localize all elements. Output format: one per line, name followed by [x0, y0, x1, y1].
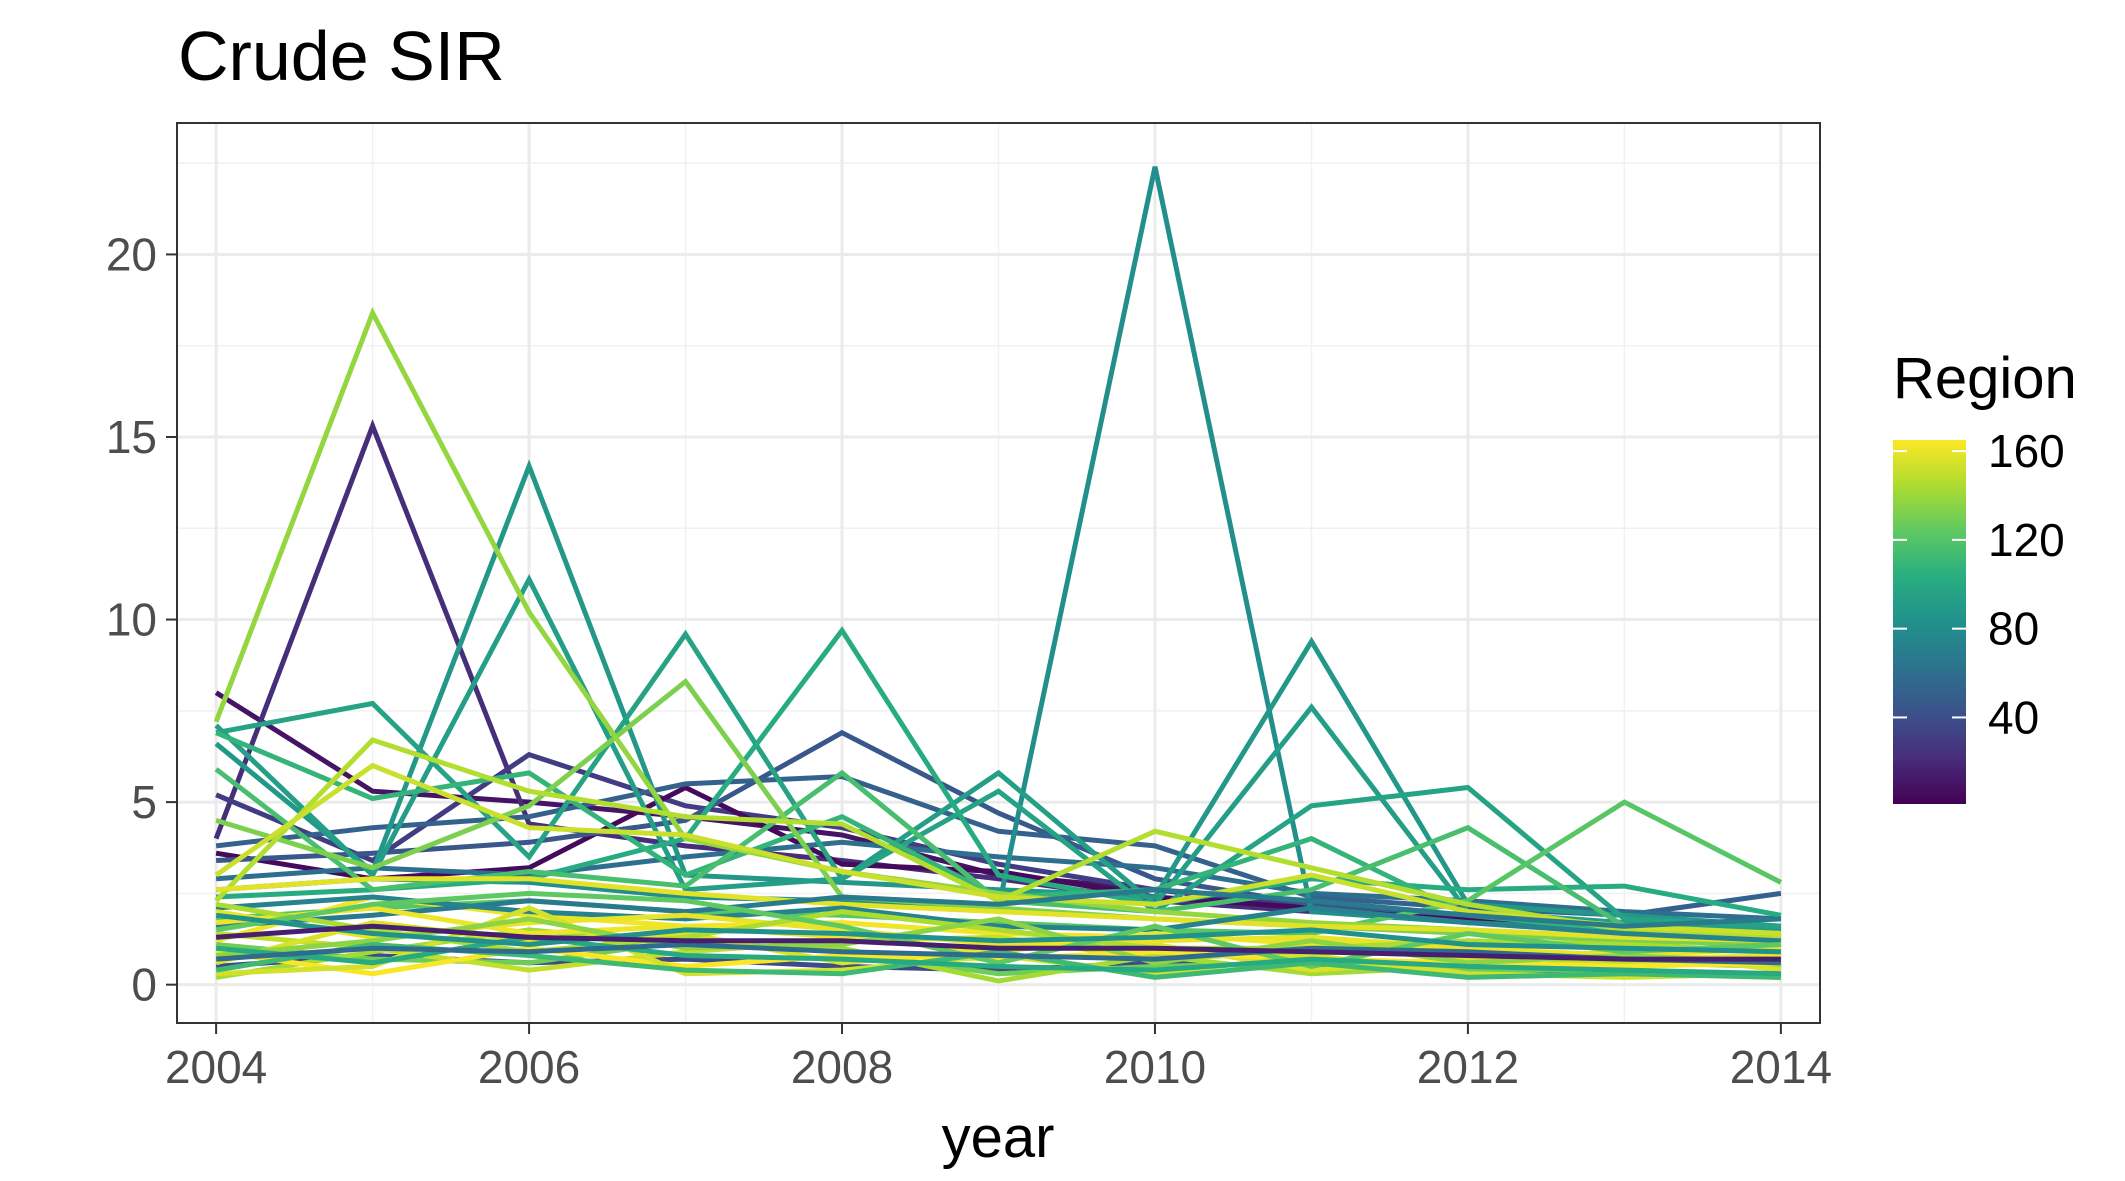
- series-line: [214, 459, 1782, 929]
- series-line: [215, 894, 1782, 944]
- legend-title: Region: [1893, 346, 2077, 411]
- x-tick-label: 2004: [165, 1041, 267, 1093]
- colorbar-tick-label: 160: [1988, 425, 2065, 477]
- series-line: [215, 839, 1782, 922]
- series-line: [215, 876, 1781, 944]
- x-tick-label: 2008: [791, 1041, 893, 1093]
- series-line: [215, 890, 1782, 969]
- y-tick-label: 0: [131, 959, 157, 1011]
- y-tick-label: 15: [106, 411, 157, 463]
- series-lines: [213, 166, 1783, 984]
- series-line: [215, 923, 1781, 962]
- x-tick-label: 2010: [1104, 1041, 1206, 1093]
- x-tick-label: 2014: [1730, 1041, 1832, 1093]
- x-tick-label: 2012: [1417, 1041, 1519, 1093]
- x-axis-title: year: [942, 1105, 1055, 1170]
- x-tick-label: 2006: [478, 1041, 580, 1093]
- colorbar-tick-label: 80: [1988, 603, 2039, 655]
- series-line: [214, 737, 1782, 940]
- y-tick-label: 5: [131, 776, 157, 828]
- series-line: [215, 626, 1782, 918]
- series-line: [215, 916, 1782, 966]
- series-line: [215, 934, 1781, 977]
- series-line: [215, 912, 1781, 955]
- y-tick-label: 10: [106, 594, 157, 646]
- colorbar-tick-label: 40: [1988, 691, 2039, 743]
- colorbar-ticks: 40 80 120 160: [1893, 425, 2065, 743]
- series-line: [215, 945, 1781, 977]
- x-axis: 2004 2006 2008 2010 2012 2014: [165, 1023, 1832, 1093]
- y-axis: 0 5 10 15 20: [106, 228, 177, 1011]
- plot-panel-border: [176, 122, 1821, 1024]
- colorbar-legend: Region 40 80 120 160: [1893, 346, 2077, 804]
- colorbar-tick-label: 120: [1988, 514, 2065, 566]
- colorbar: [1893, 440, 1966, 804]
- y-tick-label: 20: [106, 228, 157, 280]
- chart-title: Crude SIR: [178, 17, 505, 95]
- series-line: [215, 678, 1781, 947]
